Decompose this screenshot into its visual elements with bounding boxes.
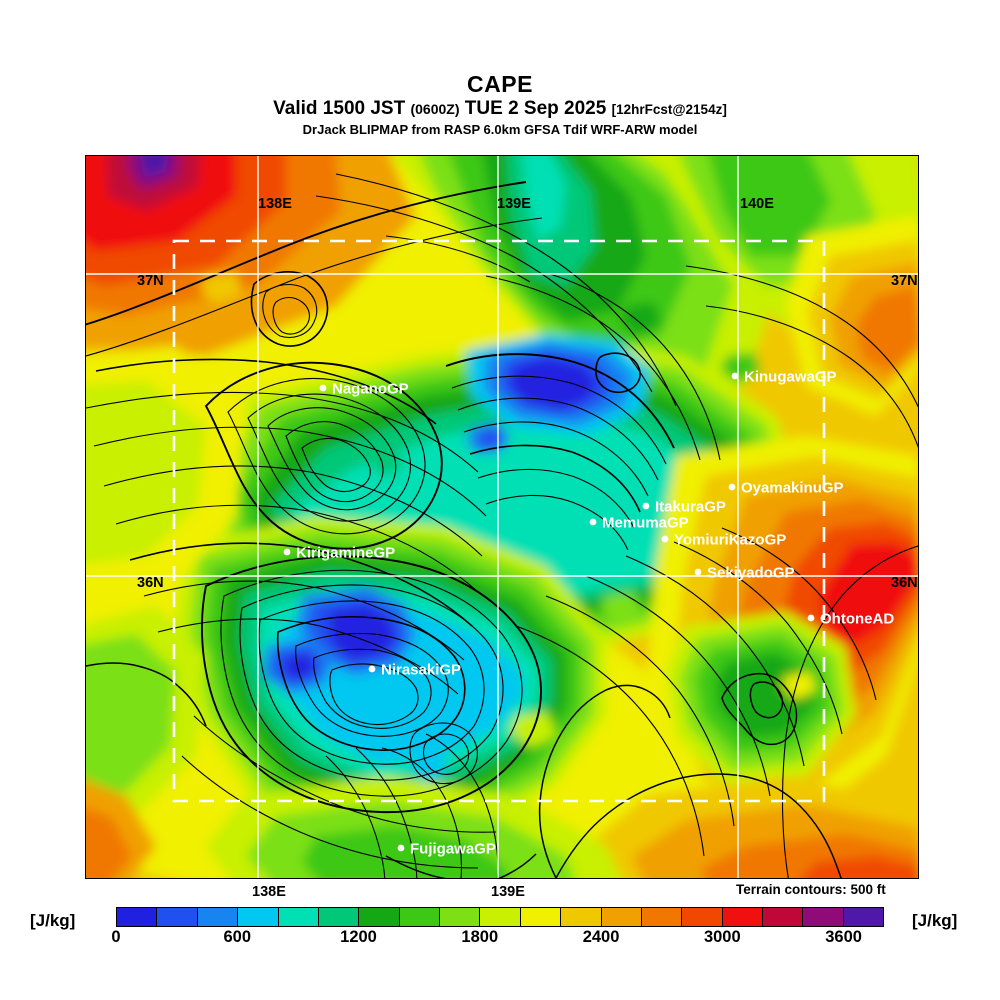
lat-label-37N-891: 37N xyxy=(891,273,918,289)
station-NaganoGP[interactable]: NaganoGP xyxy=(319,381,409,398)
terrain-contour-note: Terrain contours: 500 ft xyxy=(736,882,886,897)
terrain-contours xyxy=(86,173,918,878)
colorbar-segment-4 xyxy=(278,908,319,926)
station-OhtoneAD[interactable]: OhtoneAD xyxy=(807,611,895,628)
station-marker-icon xyxy=(731,372,739,380)
colorbar-gradient[interactable] xyxy=(116,907,884,927)
station-marker-icon xyxy=(728,483,736,491)
station-marker-icon xyxy=(642,502,650,510)
station-label: OyamakinuGP xyxy=(741,480,844,497)
station-FujigawaGP[interactable]: FujigawaGP xyxy=(397,841,496,858)
station-label: NaganoGP xyxy=(332,381,409,398)
colorbar-tick-2400: 2400 xyxy=(582,928,620,946)
colorbar-region: [J/kg] [J/kg] 0 600 1200 1800 2400 3000 3600 xyxy=(0,905,1000,950)
model-description: DrJack BLIPMAP from RASP 6.0km GFSA Tdif… xyxy=(302,122,698,137)
colorbar-segment-2 xyxy=(197,908,239,926)
colorbar-segment-14 xyxy=(682,908,723,926)
colorbar-segment-11 xyxy=(561,908,602,926)
colorbar-segment-12 xyxy=(601,908,642,926)
colorbar-tick-1800: 1800 xyxy=(461,928,499,946)
station-label: ItakuraGP xyxy=(655,499,726,516)
station-marker-icon xyxy=(397,844,405,852)
lon-label-139E-491: 139E xyxy=(491,884,525,900)
station-label: SekiyadoGP xyxy=(707,565,795,582)
forecast-tag: [12hrFcst@2154z] xyxy=(611,102,727,117)
station-label: KirigamineGP xyxy=(296,545,395,562)
station-marker-icon xyxy=(283,548,291,556)
colorbar-segment-7 xyxy=(399,908,440,926)
lon-label-138E-252: 138E xyxy=(252,884,286,900)
station-marker-icon xyxy=(661,535,669,543)
station-label: OhtoneAD xyxy=(820,611,894,628)
colorbar-tick-3000: 3000 xyxy=(703,928,741,946)
colorbar-tick-1200: 1200 xyxy=(340,928,377,946)
colorbar-segment-15 xyxy=(722,908,763,926)
colorbar-segment-3 xyxy=(238,908,279,926)
forecast-domain-box xyxy=(172,239,826,803)
colorbar-segment-9 xyxy=(480,908,521,926)
colorbar-segment-5 xyxy=(318,908,360,926)
colorbar-segment-0 xyxy=(117,908,158,926)
page-title: CAPE xyxy=(467,71,533,97)
colorbar-segment-13 xyxy=(641,908,683,926)
colorbar-segment-8 xyxy=(440,908,481,926)
station-marker-icon xyxy=(807,614,815,622)
colorbar-unit-right: [J/kg] xyxy=(912,911,958,930)
valid-date: TUE 2 Sep 2025 xyxy=(464,98,607,119)
colorbar-segment-16 xyxy=(763,908,804,926)
station-KirigamineGP[interactable]: KirigamineGP xyxy=(283,545,396,562)
colorbar-tick-labels: 0 600 1200 1800 2400 3000 3600 xyxy=(111,928,884,948)
station-marker-icon xyxy=(694,568,702,576)
station-SekiyadoGP[interactable]: SekiyadoGP xyxy=(694,565,795,582)
station-label: YomiuriKazoGP xyxy=(674,532,786,549)
station-YomiuriKazoGP[interactable]: YomiuriKazoGP xyxy=(661,532,787,549)
graticule xyxy=(86,156,918,878)
valid-time-line: Valid 1500 JST (0600Z) TUE 2 Sep 2025 [1… xyxy=(0,98,1000,120)
colorbar-segment-1 xyxy=(157,908,198,926)
valid-time-utc: (0600Z) xyxy=(410,101,460,117)
map-canvas[interactable]: NaganoGP KinugawaGP OyamakinuGP ItakuraGP Me… xyxy=(85,155,919,879)
lat-label-36N-137: 36N xyxy=(137,575,164,591)
cape-color-field xyxy=(86,156,918,878)
colorbar-unit-left: [J/kg] xyxy=(30,911,76,930)
station-MemumaGP[interactable]: MemumaGP xyxy=(589,515,689,532)
station-marker-icon xyxy=(589,518,597,526)
colorbar-tick-3600: 3600 xyxy=(825,928,862,946)
lat-label-36N-891: 36N xyxy=(891,575,918,591)
coastline xyxy=(86,662,842,878)
colorbar-tick-0: 0 xyxy=(111,928,121,946)
colorbar-segment-17 xyxy=(803,908,844,926)
lon-label-140E-740: 140E xyxy=(740,196,774,212)
station-marker-icon xyxy=(319,384,327,392)
title-block: CAPE Valid 1500 JST (0600Z) TUE 2 Sep 20… xyxy=(0,72,1000,137)
station-marker-icon xyxy=(368,665,376,673)
station-label: KinugawaGP xyxy=(744,369,837,386)
colorbar-segment-10 xyxy=(520,908,562,926)
colorbar-tick-600: 600 xyxy=(223,928,252,946)
station-label: MemumaGP xyxy=(602,515,689,532)
colorbar-segment-6 xyxy=(359,908,400,926)
lon-label-139E-497: 139E xyxy=(497,196,531,212)
station-OyamakinuGP[interactable]: OyamakinuGP xyxy=(728,480,844,497)
station-label: NirasakiGP xyxy=(381,662,461,679)
colorbar-segment-18 xyxy=(843,908,884,926)
station-KinugawaGP[interactable]: KinugawaGP xyxy=(731,369,837,386)
station-ItakuraGP[interactable]: ItakuraGP xyxy=(642,499,726,516)
lat-label-37N-137: 37N xyxy=(137,273,164,289)
station-label: FujigawaGP xyxy=(410,841,496,858)
lon-label-138E-258: 138E xyxy=(258,196,292,212)
valid-time-prefix: Valid 1500 JST xyxy=(273,98,406,119)
station-layer[interactable]: NaganoGP KinugawaGP OyamakinuGP ItakuraGPMe… xyxy=(283,369,895,858)
station-NirasakiGP[interactable]: NirasakiGP xyxy=(368,662,461,679)
